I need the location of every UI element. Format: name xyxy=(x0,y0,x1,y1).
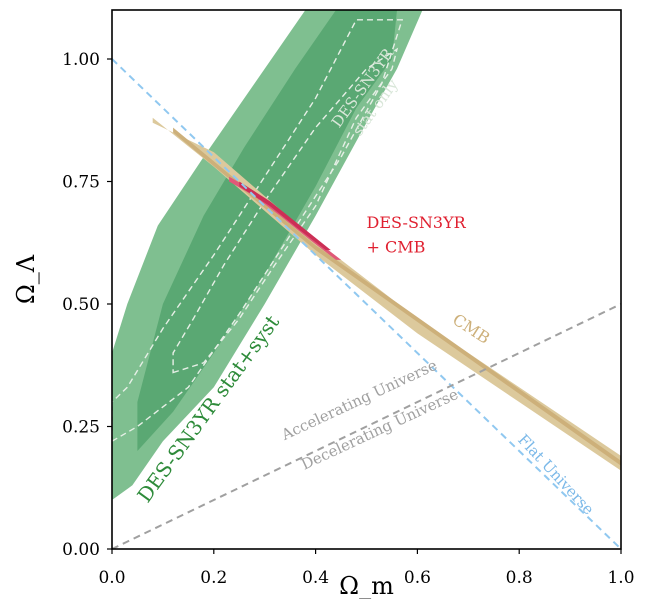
des-sn3yr-stat-only-inner-contour xyxy=(172,47,399,374)
x-tick-label: 0.4 xyxy=(302,568,329,588)
plot-area xyxy=(112,10,621,549)
annotation-cmb: + CMB xyxy=(367,238,426,257)
y-tick-label: 0.25 xyxy=(62,418,100,438)
annotation-des-sn3yr: DES-SN3YR xyxy=(367,213,467,232)
x-tick-label: 0.2 xyxy=(200,568,227,588)
annotation-cmb: CMB xyxy=(449,310,493,348)
y-axis-label: Ω_Λ xyxy=(12,254,40,304)
x-axis-label: Ω_m xyxy=(339,572,394,599)
des-sn3yr-stat-only-outer-contour xyxy=(112,19,404,443)
cmb-inner-contour xyxy=(173,127,621,466)
flat-universe-line xyxy=(112,58,621,549)
y-tick-label: 0.00 xyxy=(62,540,100,560)
des-sn3yr-cmb-inner-contour xyxy=(239,181,331,251)
x-tick-label: 0.8 xyxy=(506,568,533,588)
axes: 0.0 0.2 0.4 0.6 0.8 1.0 0.00 0.25 0.50 0.75 1.00 Ω_… xyxy=(12,9,635,599)
x-tick-label: 0.0 xyxy=(98,568,125,588)
y-tick-label: 0.75 xyxy=(62,173,100,193)
y-tick-label: 0.50 xyxy=(62,295,100,315)
x-tick-label: 1.0 xyxy=(607,568,634,588)
des-sn3yr-stat-syst-inner-contour xyxy=(137,10,397,451)
axes-frame xyxy=(111,9,622,550)
x-tick-label: 0.6 xyxy=(404,568,431,588)
y-tick-label: 1.00 xyxy=(62,50,100,70)
accelerating-universe-decelerating-universe-line xyxy=(112,303,621,549)
